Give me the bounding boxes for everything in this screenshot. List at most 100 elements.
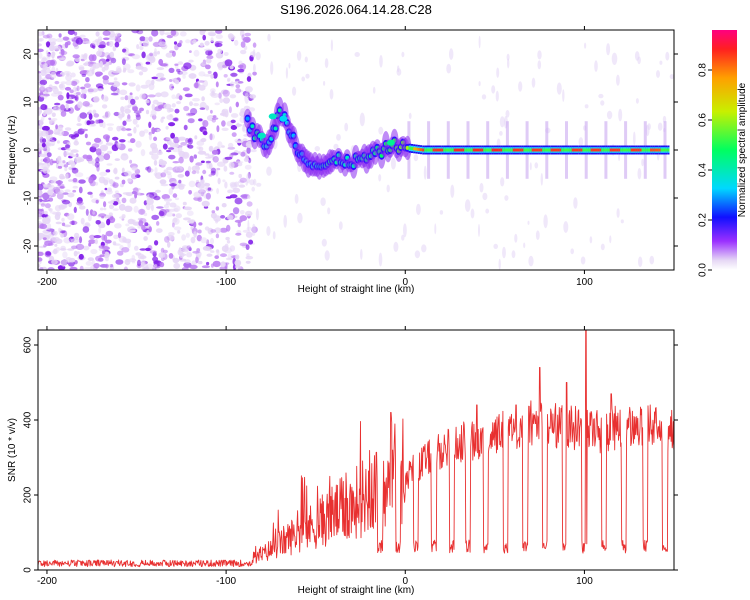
noise-blob [39, 86, 46, 93]
noise-blob [38, 74, 42, 82]
noise-blob [134, 192, 138, 199]
noise-blob [154, 167, 158, 174]
noise-blob [138, 208, 146, 215]
y-tick-label: 0 [23, 567, 34, 573]
noise-blob [211, 210, 216, 214]
noise-blob [119, 89, 128, 96]
speckle [496, 67, 500, 78]
noise-blob [138, 71, 144, 76]
carrier-peak [504, 148, 507, 152]
noise-blob [135, 114, 141, 121]
noise-blob [171, 86, 175, 89]
noise-blob [99, 60, 103, 68]
noise-blob [66, 92, 70, 100]
y-tick-label: 10 [23, 96, 34, 108]
speckle [403, 223, 407, 238]
carrier-peak [665, 148, 668, 152]
noise-blob [206, 253, 213, 257]
noise-blob [42, 217, 47, 225]
noise-blob [195, 165, 199, 170]
carrier-peak [451, 148, 454, 152]
noise-blob [188, 190, 193, 195]
noise-blob [178, 146, 183, 153]
noise-blob [189, 50, 192, 53]
carrier-peak [517, 148, 520, 152]
noise-blob [159, 30, 165, 36]
noise-blob [95, 31, 100, 37]
noise-blob [225, 196, 232, 199]
noise-blob [38, 130, 44, 137]
noise-blob [107, 82, 115, 85]
carrier-peak [483, 148, 486, 152]
speckle [589, 236, 593, 244]
noise-blob [112, 193, 120, 199]
speckle [330, 39, 333, 52]
noise-blob [50, 180, 59, 184]
signal-knot [268, 113, 277, 120]
noise-blob [87, 191, 93, 195]
noise-blob [38, 70, 41, 74]
carrier-peak [538, 148, 541, 152]
noise-blob [118, 203, 126, 211]
noise-blob [79, 34, 86, 38]
noise-blob [48, 84, 53, 90]
noise-blob [156, 129, 160, 132]
x-tick-label: -100 [216, 576, 236, 587]
noise-blob [98, 176, 106, 184]
noise-blob [245, 255, 254, 260]
noise-blob [167, 241, 171, 248]
noise-blob [246, 146, 251, 154]
noise-blob [245, 244, 250, 251]
speckle [450, 184, 455, 198]
noise-blob [252, 71, 257, 76]
y-tick-label: -20 [23, 238, 34, 253]
noise-blob [173, 205, 181, 212]
noise-blob [151, 266, 156, 270]
carrier-peak [654, 148, 657, 152]
noise-blob [169, 142, 176, 148]
noise-blob [210, 167, 217, 174]
noise-blob [41, 142, 46, 148]
noise-blob [230, 81, 235, 88]
noise-blob [207, 31, 216, 36]
noise-blob [47, 189, 54, 196]
noise-blob [43, 231, 52, 238]
noise-blob [48, 117, 52, 121]
speckle [253, 63, 256, 73]
noise-blob [38, 60, 43, 66]
noise-blob [46, 152, 52, 158]
carrier-peak [616, 148, 619, 152]
noise-blob [102, 121, 106, 129]
speckle [320, 197, 326, 206]
noise-blob [43, 93, 50, 97]
noise-blob [172, 193, 178, 198]
noise-blob [58, 205, 67, 209]
noise-blob [247, 195, 251, 199]
noise-blob [42, 237, 47, 241]
noise-blob [109, 51, 115, 58]
noise-blob [94, 71, 103, 77]
noise-blob [237, 64, 244, 69]
carrier-peak [663, 148, 666, 152]
noise-blob [54, 80, 60, 85]
noise-blob [182, 201, 187, 206]
noise-blob [40, 203, 46, 207]
speckle [251, 186, 255, 192]
noise-blob [127, 178, 132, 183]
noise-blob [121, 127, 127, 132]
noise-blob [107, 187, 112, 193]
noise-blob [139, 248, 147, 251]
carrier-peak [529, 148, 532, 152]
noise-blob [158, 58, 164, 66]
signal-peak [405, 145, 410, 150]
speckle [495, 90, 499, 102]
noise-blob [237, 68, 245, 73]
noise-blob [250, 149, 257, 153]
noise-blob [221, 127, 229, 131]
noise-blob [114, 176, 120, 180]
noise-blob [55, 38, 64, 43]
speckle [378, 126, 384, 135]
speckle [637, 168, 642, 180]
noise-blob [172, 222, 175, 228]
noise-blob [153, 264, 158, 267]
